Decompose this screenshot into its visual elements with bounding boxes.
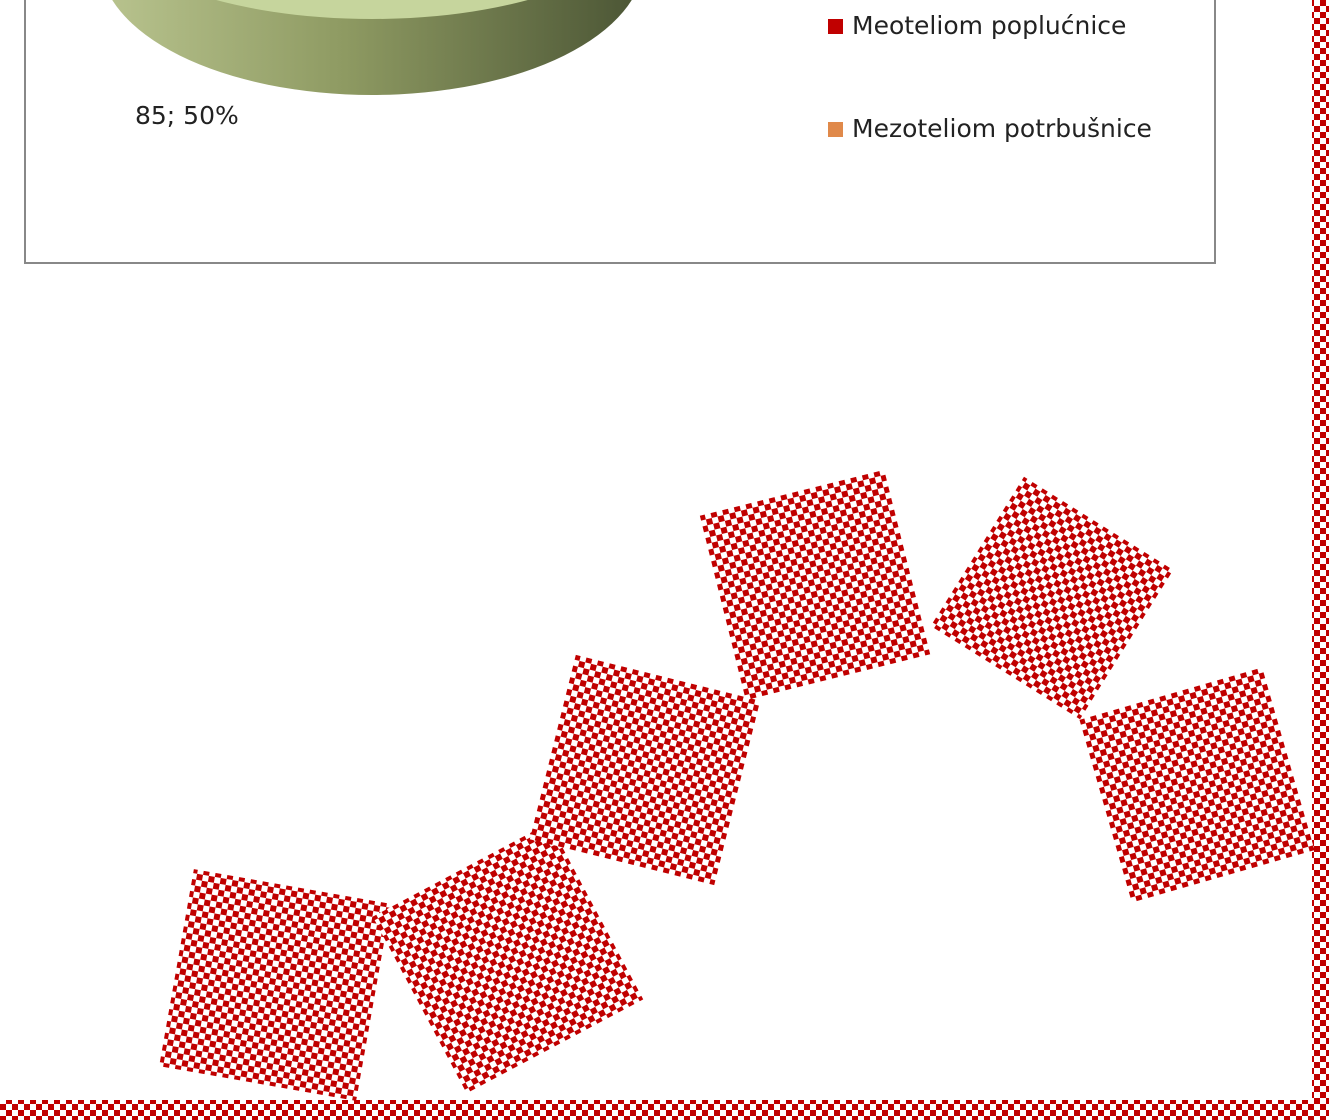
legend: Meoteliom poplućnice Mezoteliom potrbušn… [828, 11, 1152, 143]
legend-swatch [828, 19, 843, 34]
check-squares [159, 469, 1315, 1101]
check-border [0, 1100, 1329, 1120]
check-square [1079, 667, 1315, 903]
check-border [1312, 0, 1329, 1100]
pie [112, 0, 632, 95]
check-square [529, 654, 761, 886]
check-square [372, 822, 644, 1094]
check-square [699, 469, 931, 701]
data-label: 85; 50% [135, 101, 239, 130]
pie-side [112, 0, 632, 95]
legend-label: Meoteliom poplućnice [852, 11, 1126, 40]
check-square [159, 869, 391, 1101]
legend-swatch [828, 122, 843, 137]
legend-label: Mezoteliom potrbušnice [852, 114, 1152, 143]
pie-top [216, 0, 528, 19]
check-square [930, 476, 1174, 720]
